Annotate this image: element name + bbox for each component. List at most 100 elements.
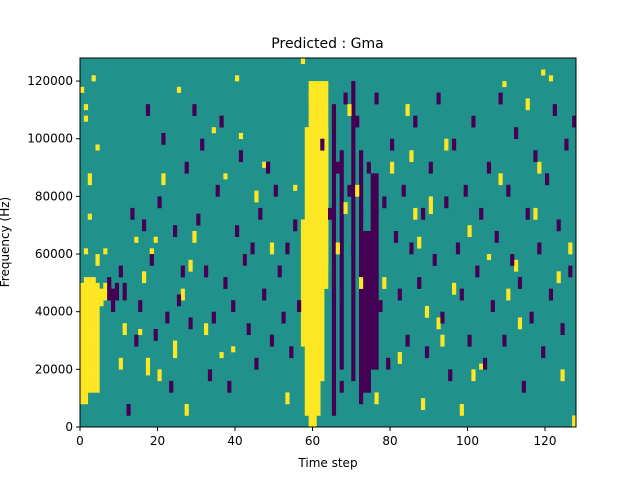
- heatmap-cell-high: [95, 282, 100, 393]
- heatmap-cell-low: [424, 346, 430, 359]
- heatmap-cell-low: [211, 311, 216, 324]
- heatmap-cell-low: [188, 317, 193, 330]
- heatmap-cell-high: [254, 190, 259, 203]
- heatmap-cell-high: [91, 328, 96, 347]
- heatmap-cell-low: [568, 265, 573, 278]
- heatmap-cell-low: [378, 300, 383, 312]
- heatmap-cell-low: [142, 219, 147, 232]
- heatmap-cell-low: [293, 219, 298, 232]
- heatmap-cell-low: [467, 334, 472, 347]
- heatmap-cell-low: [401, 184, 406, 197]
- plot-area: [80, 58, 577, 428]
- heatmap-cell-low: [130, 207, 135, 220]
- heatmap-cell-high: [568, 242, 573, 255]
- heatmap-cell-high: [347, 104, 352, 116]
- heatmap-cell-high: [176, 86, 182, 93]
- heatmap-cell-low: [386, 357, 391, 370]
- heatmap-cell-low: [297, 300, 302, 312]
- heatmap-cell-low: [289, 346, 294, 359]
- y-tick-label: 100000: [27, 132, 73, 146]
- heatmap-cell-low: [339, 380, 344, 393]
- heatmap-cell-high: [471, 369, 476, 382]
- heatmap-cell-low: [258, 207, 263, 220]
- heatmap-cell-low: [138, 300, 143, 312]
- heatmap-cell-high: [80, 311, 85, 405]
- heatmap-cell-low: [351, 242, 356, 255]
- heatmap-cell-high: [459, 403, 464, 416]
- heatmap-band-low: [331, 104, 337, 416]
- heatmap-cell-high: [572, 415, 577, 428]
- heatmap-cell-high: [83, 104, 89, 111]
- heatmap-cell-high: [157, 369, 162, 382]
- heatmap-cell-high: [145, 357, 151, 376]
- heatmap-cell-high: [390, 161, 395, 174]
- heatmap-cell-low: [254, 357, 259, 370]
- heatmap-band-low: [362, 230, 371, 393]
- heatmap-cell-low: [277, 265, 282, 278]
- heatmap-cell-high: [417, 236, 422, 249]
- heatmap-cell-low: [196, 213, 201, 226]
- heatmap-cell-low: [455, 242, 461, 255]
- heatmap-cell-low: [126, 403, 131, 416]
- heatmap-cell-high: [397, 352, 402, 364]
- heatmap-cell-high: [293, 184, 298, 191]
- heatmap-cell-low: [219, 115, 224, 128]
- heatmap-cell-low: [382, 196, 387, 209]
- heatmap-cell-high: [413, 207, 418, 220]
- heatmap-cell-low: [207, 369, 213, 382]
- heatmap-cell-low: [417, 277, 422, 289]
- heatmap-cell-low: [444, 196, 449, 209]
- heatmap-cell-high: [502, 81, 507, 88]
- heatmap-cell-low: [548, 288, 554, 301]
- heatmap-cell-low: [405, 334, 410, 347]
- x-tick-label: 100: [456, 434, 479, 448]
- heatmap-cell-low: [269, 334, 275, 347]
- heatmap-cell-high: [238, 132, 244, 140]
- heatmap-cell-low: [459, 288, 464, 301]
- heatmap-cell-high: [91, 75, 96, 82]
- heatmap-cell-low: [374, 92, 379, 105]
- heatmap-cell-low: [114, 282, 120, 301]
- heatmap-cell-high: [122, 323, 127, 336]
- heatmap-cell-high: [498, 173, 503, 186]
- heatmap-cell-low: [331, 288, 337, 301]
- x-tick-label: 120: [534, 434, 557, 448]
- heatmap-cell-low: [525, 207, 530, 220]
- heatmap-cell-low: [242, 254, 247, 266]
- heatmap-cell-low: [266, 161, 271, 174]
- x-tick-label: 40: [227, 434, 242, 448]
- heatmap-cell-low: [176, 294, 182, 307]
- heatmap-cell-high: [359, 277, 364, 289]
- heatmap-cell-high: [134, 236, 139, 243]
- heatmap-cell-high: [320, 179, 325, 186]
- heatmap-cell-high: [452, 282, 457, 295]
- heatmap-cell-low: [502, 334, 507, 347]
- heatmap-cell-low: [366, 161, 371, 174]
- heatmap-cell-high: [421, 398, 426, 410]
- heatmap-cell-low: [281, 311, 286, 324]
- heatmap-cell-low: [335, 161, 340, 174]
- heatmap-band-low: [370, 173, 379, 370]
- heatmap-cell-high: [343, 202, 348, 214]
- heatmap-cell-high: [479, 363, 484, 370]
- heatmap-cell-low: [180, 265, 185, 278]
- heatmap-cell-low: [161, 132, 166, 145]
- heatmap-cell-high: [188, 259, 193, 272]
- heatmap-cell-high: [537, 161, 542, 174]
- plot-frame: [79, 57, 577, 428]
- heatmap-cell-high: [138, 328, 143, 336]
- heatmap-cell-high: [436, 317, 441, 330]
- heatmap-cell-low: [204, 265, 209, 278]
- heatmap-cell-low: [556, 219, 561, 232]
- heatmap-cell-high: [219, 352, 224, 359]
- heatmap-cell-low: [432, 254, 437, 266]
- heatmap-cell-high: [83, 248, 89, 255]
- heatmap-cell-high: [87, 277, 92, 393]
- heatmap-cell-low: [200, 138, 205, 151]
- heatmap-cell-low: [421, 207, 426, 220]
- heatmap-cell-low: [471, 115, 476, 128]
- heatmap-cell-low: [157, 196, 162, 209]
- heatmap-cell-low: [118, 265, 123, 278]
- x-tick-label: 80: [382, 434, 397, 448]
- heatmap-cell-high: [548, 75, 554, 82]
